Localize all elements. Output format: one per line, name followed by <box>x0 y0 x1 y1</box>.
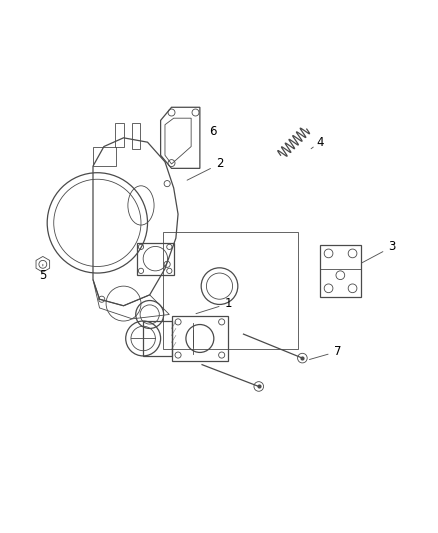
Text: 2: 2 <box>187 157 223 180</box>
Text: 5: 5 <box>39 264 46 282</box>
Text: 3: 3 <box>361 240 395 263</box>
Text: 1: 1 <box>195 297 231 313</box>
Text: 6: 6 <box>209 125 216 138</box>
Text: 4: 4 <box>311 136 323 149</box>
Text: 7: 7 <box>309 345 340 360</box>
